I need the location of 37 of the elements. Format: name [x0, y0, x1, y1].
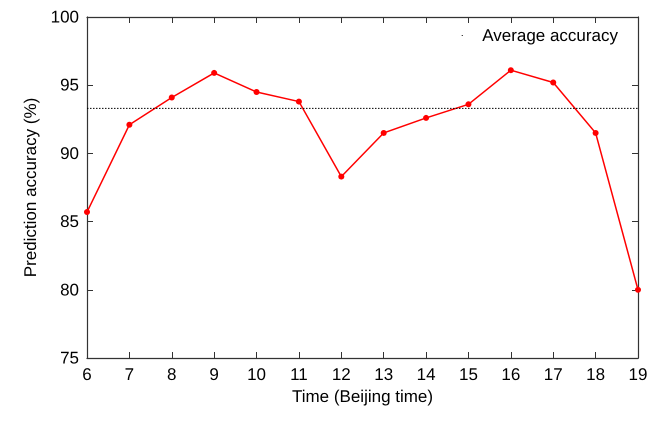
point: [84, 209, 90, 216]
legend-label: Average accuracy: [482, 26, 618, 45]
x-tick-label: 8: [167, 365, 177, 384]
x-tick-label: 12: [332, 365, 351, 384]
y-tick-label: 90: [60, 144, 79, 163]
point: [338, 174, 344, 180]
point: [126, 122, 132, 128]
y-axis-title: Prediction accuracy (%): [21, 98, 40, 278]
x-tick-label: 17: [544, 365, 563, 384]
x-tick-label: 7: [124, 365, 134, 384]
point: [168, 94, 175, 100]
y-tick-label: 85: [60, 212, 79, 232]
x-axis-title: Time (Beijing time): [292, 387, 434, 406]
x-tick-label: 13: [374, 365, 394, 384]
point: [380, 130, 387, 136]
y-tick-label: 100: [50, 8, 79, 26]
point: [423, 114, 430, 121]
x-tick-label: 10: [247, 365, 266, 384]
point: [550, 79, 556, 86]
point: [508, 67, 514, 74]
point: [254, 89, 260, 96]
x-tick-label: 11: [290, 365, 308, 384]
x-tick-label: 6: [82, 365, 92, 384]
point: [635, 286, 641, 293]
point: [211, 70, 218, 76]
x-tick-label: 19: [628, 365, 648, 384]
point: [465, 101, 472, 108]
x-tick-label: 15: [459, 365, 478, 384]
x-tick-label: 18: [586, 365, 606, 384]
point: [592, 130, 599, 136]
y-tick-label: 80: [60, 280, 79, 300]
x-tick-label: 9: [209, 365, 219, 384]
x-tick-label: 14: [416, 365, 436, 384]
point: [296, 98, 302, 105]
x-tick-label: 16: [501, 365, 520, 384]
y-tick-label: 75: [60, 348, 79, 368]
y-tick-label: 95: [60, 76, 79, 95]
